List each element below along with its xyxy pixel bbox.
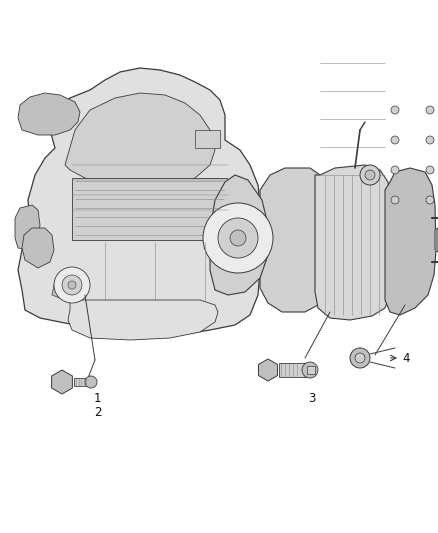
Polygon shape bbox=[210, 175, 268, 295]
Circle shape bbox=[302, 362, 318, 378]
Bar bbox=[72, 178, 227, 240]
Circle shape bbox=[54, 267, 90, 303]
Polygon shape bbox=[68, 300, 218, 340]
Polygon shape bbox=[260, 168, 325, 312]
Polygon shape bbox=[22, 228, 54, 268]
Circle shape bbox=[203, 203, 273, 273]
Circle shape bbox=[426, 196, 434, 204]
Polygon shape bbox=[435, 228, 438, 252]
Text: 3: 3 bbox=[308, 392, 315, 405]
Polygon shape bbox=[18, 68, 260, 338]
Bar bbox=[74, 378, 88, 386]
Polygon shape bbox=[65, 93, 215, 188]
Polygon shape bbox=[15, 205, 40, 250]
Circle shape bbox=[85, 376, 97, 388]
Polygon shape bbox=[18, 93, 80, 135]
Circle shape bbox=[391, 196, 399, 204]
Circle shape bbox=[218, 218, 258, 258]
Circle shape bbox=[355, 353, 365, 363]
Bar bbox=[195, 130, 220, 148]
Bar bbox=[279, 363, 307, 377]
Circle shape bbox=[391, 136, 399, 144]
Text: 1: 1 bbox=[94, 392, 102, 405]
Circle shape bbox=[350, 348, 370, 368]
Text: 4: 4 bbox=[402, 351, 410, 365]
Polygon shape bbox=[385, 168, 436, 315]
Circle shape bbox=[391, 106, 399, 114]
Circle shape bbox=[62, 275, 82, 295]
Circle shape bbox=[426, 106, 434, 114]
Text: 2: 2 bbox=[94, 406, 102, 418]
Polygon shape bbox=[52, 277, 78, 300]
Bar bbox=[307, 366, 315, 374]
Polygon shape bbox=[315, 165, 390, 320]
Circle shape bbox=[230, 230, 246, 246]
Circle shape bbox=[68, 281, 76, 289]
Circle shape bbox=[360, 165, 380, 185]
Circle shape bbox=[426, 136, 434, 144]
Circle shape bbox=[391, 166, 399, 174]
Circle shape bbox=[365, 170, 375, 180]
Circle shape bbox=[426, 166, 434, 174]
